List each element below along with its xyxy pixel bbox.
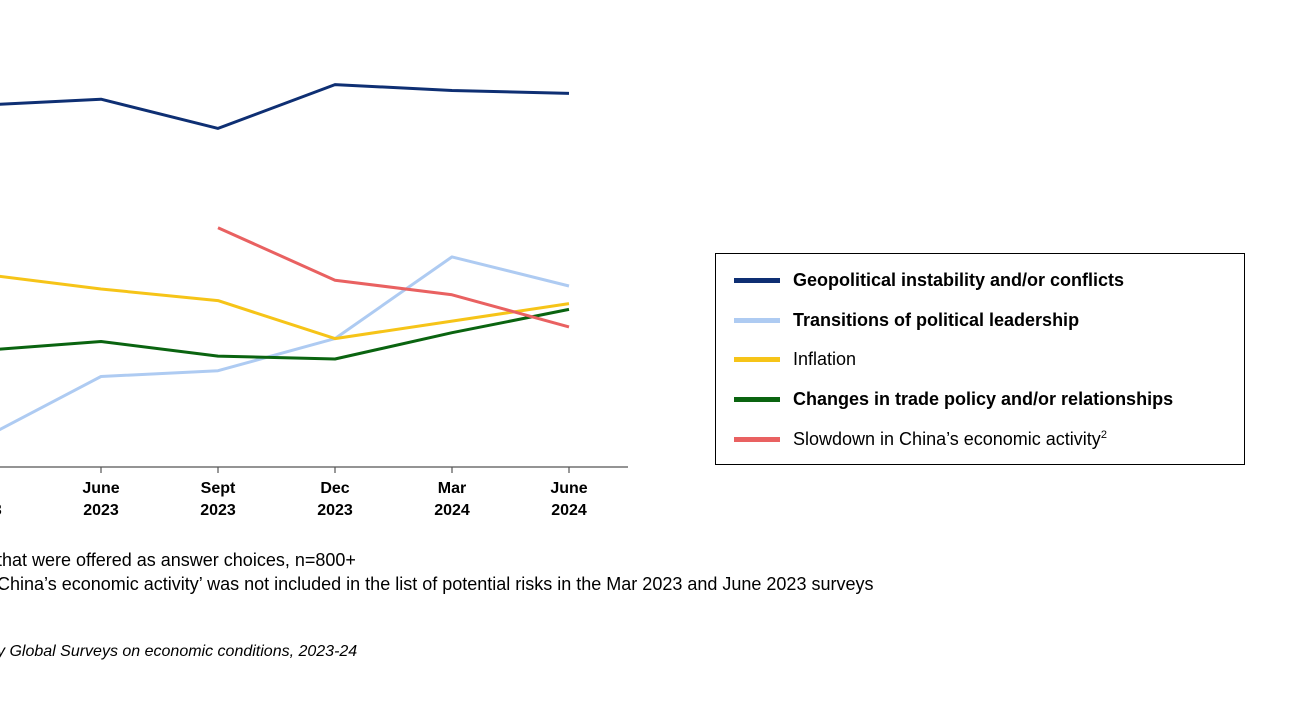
series-line-3: [0, 307, 570, 361]
series-line-2: [0, 274, 570, 341]
legend-label-inflation: Inflation: [793, 349, 857, 369]
series-line-4: [217, 226, 570, 329]
legend-swatch-china-slowdown: [734, 437, 780, 442]
x-tick-label-4-line2: 2024: [434, 502, 470, 519]
chart-source: y Global Surveys on economic conditions,…: [0, 643, 358, 660]
x-tick-label-4-line1: Mar: [438, 480, 466, 497]
x-tick-label-5-line1: June: [550, 480, 587, 497]
legend-item-political-leadership: Transitions of political leadership: [734, 310, 1079, 331]
x-tick-label-1-line2: 2023: [83, 502, 119, 519]
legend-swatch-trade-policy: [734, 397, 780, 402]
legend-item-inflation: Inflation: [734, 349, 856, 370]
legend-label-china-slowdown: Slowdown in China’s economic activity2: [793, 429, 1107, 450]
legend-swatch-geopolitical: [734, 278, 780, 283]
legend-swatch-political-leadership: [734, 318, 780, 323]
x-tick-label-2-line1: Sept: [201, 480, 236, 497]
legend-label-trade-policy: Changes in trade policy and/or relations…: [793, 389, 1174, 409]
x-tick-label-0-line2: 2023: [0, 502, 2, 519]
legend-item-geopolitical: Geopolitical instability and/or conflict…: [734, 270, 1124, 291]
chart-legend: Geopolitical instability and/or conflict…: [715, 253, 1245, 465]
legend-item-trade-policy: Changes in trade policy and/or relations…: [734, 389, 1173, 410]
x-axis-ticks: Mar2023June2023Sept2023Dec2023Mar2024Jun…: [0, 467, 588, 519]
line-chart: Mar2023June2023Sept2023Dec2023Mar2024Jun…: [0, 83, 628, 519]
x-tick-label-3-line2: 2023: [317, 502, 353, 519]
legend-label-china-slowdown-text: Slowdown in China’s economic activity: [793, 429, 1101, 449]
footnote-sample-size: that were offered as answer choices, n=8…: [0, 550, 356, 570]
x-tick-label-2-line2: 2023: [200, 502, 236, 519]
footnote-marker: 2: [1100, 429, 1107, 441]
x-tick-label-5-line2: 2024: [551, 502, 587, 519]
footnote-china-note: China’s economic activity’ was not inclu…: [0, 574, 874, 594]
legend-item-china-slowdown: Slowdown in China’s economic activity2: [734, 429, 1107, 450]
x-tick-label-1-line1: June: [82, 480, 119, 497]
legend-label-geopolitical: Geopolitical instability and/or conflict…: [793, 270, 1125, 290]
x-tick-label-3-line1: Dec: [320, 480, 349, 497]
legend-swatch-inflation: [734, 357, 780, 362]
series-line-0: [0, 83, 570, 130]
series-lines: [0, 83, 570, 432]
series-line-1: [0, 255, 570, 432]
legend-label-political-leadership: Transitions of political leadership: [793, 310, 1080, 330]
